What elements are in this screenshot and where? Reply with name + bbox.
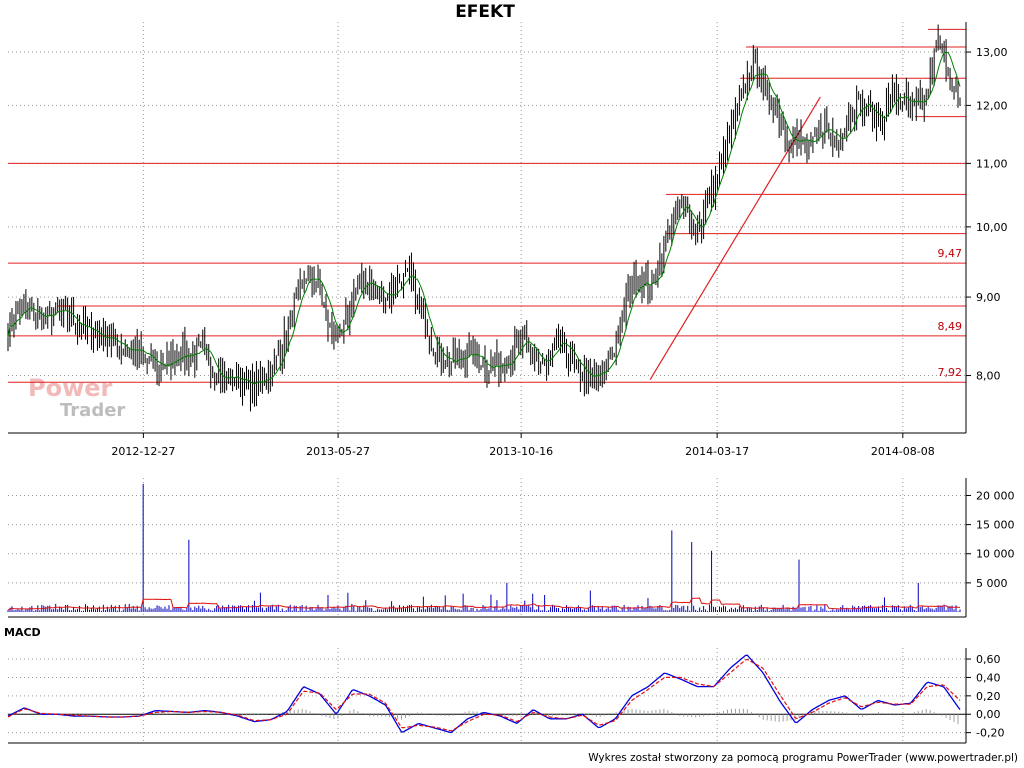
- y-tick-label: 11,00: [976, 157, 1008, 170]
- volume-tick-label: 10 000: [976, 548, 1015, 561]
- level-label: 9,47: [938, 247, 963, 260]
- volume-panel: [7, 483, 961, 612]
- macd-panel: MACD: [4, 626, 966, 734]
- footer-credit: Wykres został stworzony za pomocą progra…: [588, 752, 1018, 764]
- powertrader-watermark: PowerTrader: [28, 374, 125, 421]
- moving-average: [7, 51, 961, 385]
- x-tick-label: 2013-05-27: [306, 445, 370, 458]
- signal-line: [7, 658, 961, 732]
- volume-ma-line: [7, 597, 961, 611]
- macd-tick-label: 0,00: [976, 708, 1001, 721]
- x-tick-label: 2013-10-16: [489, 445, 553, 458]
- x-tick-label: 2014-03-17: [685, 445, 749, 458]
- macd-tick-label: 0,40: [976, 671, 1001, 684]
- trend-line: [649, 96, 821, 381]
- y-tick-label: 9,00: [976, 291, 1001, 304]
- macd-tick-label: 0,60: [976, 653, 1001, 666]
- watermark-line2: Trader: [60, 400, 125, 421]
- macd-tick-label: 0,20: [976, 690, 1001, 703]
- y-tick-label: 10,00: [976, 221, 1008, 234]
- macd-tick-label: -0,20: [976, 727, 1004, 740]
- horizontal-levels: 7,92 8,49 9,47: [8, 28, 966, 383]
- y-tick-label: 13,00: [976, 46, 1008, 59]
- volume-tick-label: 15 000: [976, 519, 1015, 532]
- grid: [8, 22, 966, 743]
- macd-line: [7, 654, 961, 734]
- y-tick-label: 8,00: [976, 370, 1001, 383]
- price-candles: [7, 24, 961, 412]
- chart-title: EFEKT: [455, 2, 515, 22]
- volume-tick-label: 20 000: [976, 489, 1015, 502]
- macd-title: MACD: [4, 626, 41, 639]
- x-tick-label: 2012-12-27: [111, 445, 175, 458]
- x-tick-label: 2014-08-08: [871, 445, 935, 458]
- level-label: 7,92: [938, 366, 963, 379]
- ma-line: [7, 51, 961, 385]
- y-tick-label: 12,00: [976, 99, 1008, 112]
- volume-tick-label: 5 000: [976, 577, 1008, 590]
- level-label: 8,49: [938, 320, 963, 333]
- axes: 2012-12-27 2013-05-27 2013-10-16 2014-03-17…: [8, 22, 1018, 764]
- watermark-line1: Power: [28, 374, 113, 402]
